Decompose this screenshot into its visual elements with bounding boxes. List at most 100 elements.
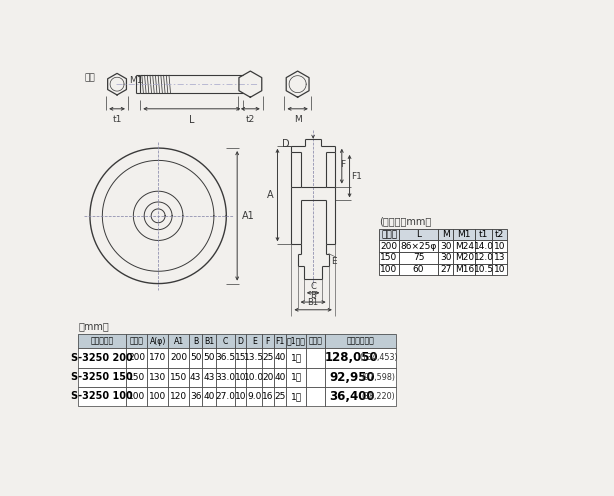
Text: 芯棒: 芯棒	[85, 73, 95, 82]
Text: 価格（税込）: 価格（税込）	[346, 337, 375, 346]
Text: B1: B1	[204, 337, 214, 346]
Text: M: M	[293, 115, 301, 124]
Bar	[79, 334, 396, 348]
Bar	[202, 348, 216, 368]
Text: 甲入数: 甲入数	[308, 337, 322, 346]
Text: E: E	[331, 256, 336, 265]
Text: B: B	[193, 337, 198, 346]
Text: 1ケ: 1ケ	[290, 353, 301, 363]
Bar	[306, 387, 325, 406]
Text: 10: 10	[494, 265, 505, 274]
Text: 92,950: 92,950	[329, 371, 375, 383]
Text: L: L	[416, 230, 421, 239]
Bar	[79, 348, 126, 368]
Text: (97,598): (97,598)	[361, 372, 395, 381]
Text: A1: A1	[242, 211, 255, 221]
Text: D: D	[238, 337, 244, 346]
Text: 36.5: 36.5	[216, 353, 236, 363]
Text: 150: 150	[381, 253, 398, 262]
Bar	[475, 252, 492, 263]
Bar	[262, 334, 274, 348]
Text: B1: B1	[308, 299, 319, 308]
Bar	[475, 263, 492, 275]
Text: 13.5: 13.5	[244, 353, 264, 363]
Text: 200: 200	[381, 242, 398, 251]
Text: 符1入数: 符1入数	[287, 337, 306, 346]
Bar	[379, 241, 399, 252]
Bar	[262, 348, 274, 368]
Text: 86×25φ: 86×25φ	[400, 242, 437, 251]
Bar	[235, 368, 246, 387]
Text: t1: t1	[479, 230, 488, 239]
Text: F1: F1	[351, 172, 362, 181]
Text: 120: 120	[170, 392, 187, 401]
Text: 25: 25	[262, 353, 273, 363]
Text: 100: 100	[149, 392, 166, 401]
Bar	[379, 229, 399, 241]
Text: 33.0: 33.0	[216, 372, 236, 381]
Text: F: F	[266, 337, 270, 346]
Text: M1: M1	[129, 76, 142, 85]
Text: 36: 36	[190, 392, 201, 401]
Text: 200: 200	[170, 353, 187, 363]
Bar	[286, 334, 306, 348]
Text: 130: 130	[149, 372, 166, 381]
Text: 10: 10	[494, 242, 505, 251]
Text: 10: 10	[235, 392, 246, 401]
Text: M16: M16	[454, 265, 474, 274]
Bar	[216, 348, 235, 368]
Text: M20: M20	[455, 253, 474, 262]
Text: 40: 40	[274, 372, 286, 381]
Text: t2: t2	[246, 115, 255, 124]
Bar	[274, 348, 286, 368]
Text: D: D	[282, 139, 290, 149]
Text: 40: 40	[204, 392, 215, 401]
Text: 75: 75	[413, 253, 424, 262]
Bar	[216, 387, 235, 406]
Text: 150: 150	[128, 372, 146, 381]
Bar	[475, 241, 492, 252]
Text: C: C	[310, 282, 316, 291]
Bar	[475, 229, 492, 241]
Bar	[453, 252, 475, 263]
Text: L: L	[189, 115, 195, 125]
Bar	[379, 252, 399, 263]
Text: M: M	[442, 230, 449, 239]
Text: B: B	[310, 291, 316, 300]
Bar	[216, 334, 235, 348]
Text: (芯棒）（mm）: (芯棒）（mm）	[379, 216, 431, 226]
Text: 100: 100	[381, 265, 398, 274]
Text: M1: M1	[457, 230, 471, 239]
Text: S-3250 150: S-3250 150	[71, 372, 133, 382]
Bar	[126, 348, 147, 368]
Text: 27: 27	[440, 265, 451, 274]
Text: t2: t2	[495, 230, 504, 239]
Text: E: E	[252, 337, 257, 346]
Text: A1: A1	[174, 337, 184, 346]
Bar	[246, 334, 262, 348]
Text: A(φ): A(φ)	[150, 337, 166, 346]
Text: A: A	[267, 190, 274, 200]
Text: 150: 150	[170, 372, 187, 381]
Text: t1: t1	[112, 115, 122, 124]
Bar	[492, 241, 507, 252]
Text: (134,453): (134,453)	[359, 353, 397, 363]
Text: 1ケ: 1ケ	[290, 372, 301, 381]
Text: 10.0: 10.0	[244, 372, 264, 381]
Text: サイズ: サイズ	[130, 337, 144, 346]
Text: (38,220): (38,220)	[362, 392, 395, 401]
Bar	[216, 368, 235, 387]
Text: M24: M24	[455, 242, 474, 251]
Text: 100: 100	[128, 392, 146, 401]
Text: 200: 200	[128, 353, 146, 363]
Bar	[202, 334, 216, 348]
Bar	[189, 334, 202, 348]
Bar	[126, 334, 147, 348]
Text: 1ケ: 1ケ	[290, 392, 301, 401]
Text: 13: 13	[494, 253, 505, 262]
Bar	[399, 241, 438, 252]
Text: 16: 16	[262, 392, 274, 401]
Bar	[246, 348, 262, 368]
Bar	[246, 387, 262, 406]
Bar	[325, 334, 396, 348]
